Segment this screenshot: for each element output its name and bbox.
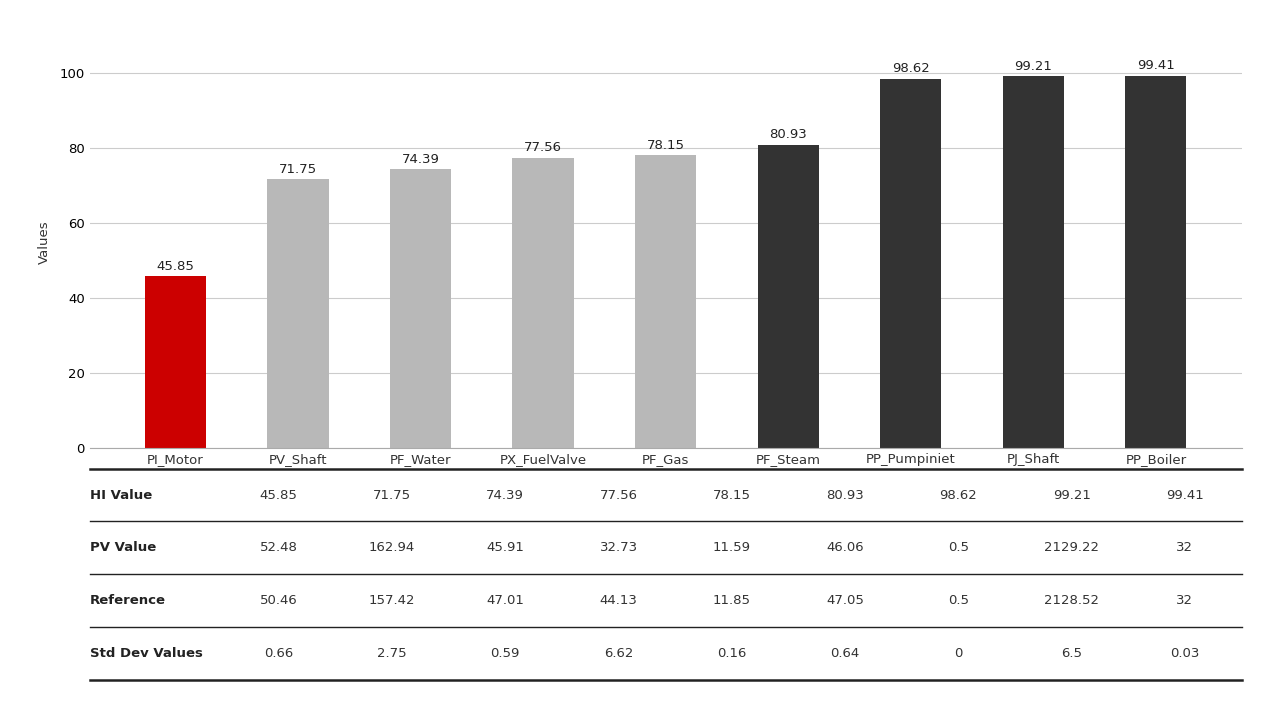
Text: 78.15: 78.15	[646, 138, 685, 152]
Text: 47.05: 47.05	[826, 594, 864, 607]
Text: 6.5: 6.5	[1061, 647, 1082, 660]
Text: 98.62: 98.62	[940, 489, 977, 502]
Text: 32: 32	[1176, 594, 1193, 607]
Text: 44.13: 44.13	[599, 594, 637, 607]
Text: 6.62: 6.62	[604, 647, 634, 660]
Text: PV Value: PV Value	[90, 541, 156, 554]
Text: 71.75: 71.75	[279, 163, 317, 176]
Text: 2129.22: 2129.22	[1044, 541, 1100, 554]
Text: 11.59: 11.59	[713, 541, 751, 554]
Text: 80.93: 80.93	[827, 489, 864, 502]
Bar	[1002, 76, 1064, 448]
Text: 162.94: 162.94	[369, 541, 415, 554]
Text: 74.39: 74.39	[402, 153, 439, 166]
Text: 77.56: 77.56	[599, 489, 637, 502]
Text: 99.41: 99.41	[1137, 59, 1175, 72]
Bar	[268, 179, 329, 448]
Text: 0.66: 0.66	[264, 647, 293, 660]
Text: Std Dev Values: Std Dev Values	[90, 647, 202, 660]
Bar	[881, 78, 941, 448]
Text: Reference: Reference	[90, 594, 165, 607]
Text: 99.41: 99.41	[1166, 489, 1203, 502]
Bar	[1125, 76, 1187, 448]
Bar	[758, 145, 819, 448]
Text: 11.85: 11.85	[713, 594, 751, 607]
Text: 47.01: 47.01	[486, 594, 525, 607]
Text: 52.48: 52.48	[260, 541, 298, 554]
Text: 71.75: 71.75	[372, 489, 411, 502]
Bar	[145, 276, 206, 448]
Text: 0: 0	[954, 647, 963, 660]
Text: 45.85: 45.85	[156, 260, 195, 273]
Text: 0.59: 0.59	[490, 647, 520, 660]
Bar	[635, 156, 696, 448]
Text: 46.06: 46.06	[827, 541, 864, 554]
Bar	[390, 169, 451, 448]
Text: 0.5: 0.5	[948, 541, 969, 554]
Text: 0.64: 0.64	[831, 647, 860, 660]
Text: 50.46: 50.46	[260, 594, 297, 607]
Bar	[512, 158, 573, 448]
Text: 0.5: 0.5	[948, 594, 969, 607]
Text: 74.39: 74.39	[486, 489, 525, 502]
Text: 157.42: 157.42	[369, 594, 415, 607]
Text: 45.91: 45.91	[486, 541, 525, 554]
Text: 2.75: 2.75	[378, 647, 407, 660]
Text: 99.21: 99.21	[1014, 60, 1052, 73]
Text: 98.62: 98.62	[892, 62, 929, 75]
Text: 0.16: 0.16	[717, 647, 746, 660]
Text: HI Value: HI Value	[90, 489, 152, 502]
Text: 80.93: 80.93	[769, 128, 806, 141]
Text: 78.15: 78.15	[713, 489, 751, 502]
Text: 32.73: 32.73	[599, 541, 637, 554]
Text: 0.03: 0.03	[1170, 647, 1199, 660]
Text: 45.85: 45.85	[260, 489, 298, 502]
Y-axis label: Values: Values	[38, 220, 51, 264]
Text: 99.21: 99.21	[1052, 489, 1091, 502]
Text: 32: 32	[1176, 541, 1193, 554]
Text: 77.56: 77.56	[524, 141, 562, 154]
Text: 2128.52: 2128.52	[1044, 594, 1100, 607]
